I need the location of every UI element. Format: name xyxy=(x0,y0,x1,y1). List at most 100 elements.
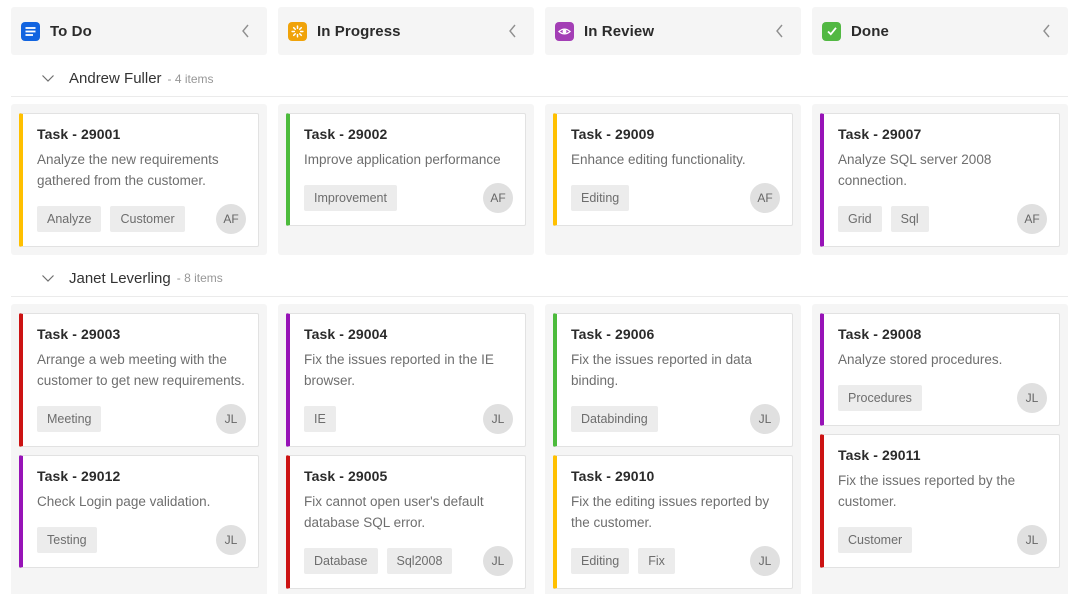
card-summary: Arrange a web meeting with the customer … xyxy=(37,351,245,388)
assignee-avatar: JL xyxy=(483,403,513,434)
lane-cell-done: Task - 29007 Analyze SQL server 2008 con… xyxy=(812,104,1068,255)
list-icon xyxy=(21,21,40,41)
assignee-avatar: JL xyxy=(1017,382,1047,413)
lane-cell-done: Task - 29008 Analyze stored procedures. … xyxy=(812,303,1068,594)
swimlane-count: - 4 items xyxy=(167,71,214,86)
card-summary: Fix the issues reported in data binding. xyxy=(571,351,752,388)
kanban-card[interactable]: Task - 29010 Fix the editing issues repo… xyxy=(553,454,793,589)
card-title: Task - 29008 xyxy=(838,325,922,342)
chevron-down-icon[interactable] xyxy=(41,74,55,83)
card-summary: Fix the issues reported in the IE browse… xyxy=(304,351,494,388)
lane-cell-review: Task - 29006 Fix the issues reported in … xyxy=(545,303,801,594)
swimlane-title: Andrew Fuller xyxy=(69,70,162,87)
card-tags: Databinding xyxy=(571,405,658,432)
assignee-avatar: AF xyxy=(750,182,780,213)
column-title: In Review xyxy=(584,22,655,40)
lane-cell-inprogress: Task - 29004 Fix the issues reported in … xyxy=(278,303,534,594)
chevron-down-icon[interactable] xyxy=(41,274,55,283)
swimlane-container: Andrew Fuller - 4 items Task - 29001 Ana… xyxy=(11,61,1068,594)
kanban-card[interactable]: Task - 29007 Analyze SQL server 2008 con… xyxy=(820,113,1060,247)
card-summary: Fix cannot open user's default database … xyxy=(304,493,484,530)
assignee-avatar: JL xyxy=(216,403,246,434)
kanban-card[interactable]: Task - 29008 Analyze stored procedures. … xyxy=(820,312,1060,426)
collapse-column-icon[interactable] xyxy=(771,21,787,41)
card-tags: Meeting xyxy=(37,405,102,432)
card-tag: Improvement xyxy=(304,184,397,211)
card-tag: Sql2008 xyxy=(386,547,453,574)
card-tag: Editing xyxy=(571,184,630,211)
card-tags: Testing xyxy=(37,526,97,553)
kanban-card[interactable]: Task - 29003 Arrange a web meeting with … xyxy=(19,312,259,447)
card-tag: Meeting xyxy=(37,405,102,432)
swimlane: Janet Leverling - 8 items Task - 29003 A… xyxy=(11,261,1068,594)
card-tags: Procedures xyxy=(838,384,922,411)
card-summary: Analyze the new requirements gathered fr… xyxy=(37,152,219,188)
assignee-avatar: JL xyxy=(483,545,513,576)
kanban-card[interactable]: Task - 29011 Fix the issues reported by … xyxy=(820,433,1060,568)
card-tag: Procedures xyxy=(838,384,922,411)
card-summary: Fix the issues reported by the customer. xyxy=(838,472,1016,509)
card-title: Task - 29012 xyxy=(37,467,121,484)
card-tags: Improvement xyxy=(304,184,397,211)
card-summary: Enhance editing functionality. xyxy=(571,152,746,167)
card-tag: Databinding xyxy=(571,405,658,432)
card-tags: Editing Fix xyxy=(571,547,675,574)
lane-cell-todo: Task - 29003 Arrange a web meeting with … xyxy=(11,303,267,594)
card-title: Task - 29005 xyxy=(304,467,388,484)
kanban-card[interactable]: Task - 29009 Enhance editing functionali… xyxy=(553,113,793,226)
kanban-card[interactable]: Task - 29012 Check Login page validation… xyxy=(19,454,259,568)
card-tags: Database Sql2008 xyxy=(304,547,453,574)
card-tag: Fix xyxy=(638,547,675,574)
card-title: Task - 29009 xyxy=(571,126,655,142)
card-tag: Sql xyxy=(890,205,929,232)
card-title: Task - 29010 xyxy=(571,467,655,484)
card-tag: Analyze xyxy=(37,205,102,232)
kanban-card[interactable]: Task - 29002 Improve application perform… xyxy=(286,113,526,226)
eye-icon xyxy=(555,21,574,41)
card-tags: Editing xyxy=(571,184,630,211)
card-tags: Grid Sql xyxy=(838,205,929,232)
card-tags: Customer xyxy=(838,526,913,553)
assignee-avatar: AF xyxy=(1017,203,1047,234)
collapse-column-icon[interactable] xyxy=(1038,21,1054,41)
column-header-review: In Review xyxy=(545,7,801,55)
card-title: Task - 29004 xyxy=(304,325,388,342)
column-header-todo: To Do xyxy=(11,7,267,55)
card-title: Task - 29003 xyxy=(37,325,121,342)
kanban-card[interactable]: Task - 29006 Fix the issues reported in … xyxy=(553,312,793,447)
card-summary: Fix the editing issues reported by the c… xyxy=(571,493,770,530)
card-summary: Improve application performance xyxy=(304,152,501,167)
card-summary: Analyze SQL server 2008 connection. xyxy=(838,152,992,188)
card-tag: Editing xyxy=(571,547,630,574)
kanban-card[interactable]: Task - 29001 Analyze the new requirement… xyxy=(19,113,259,247)
card-title: Task - 29006 xyxy=(571,325,655,342)
card-tags: IE xyxy=(304,405,336,432)
assignee-avatar: JL xyxy=(750,545,780,576)
swimlane-header[interactable]: Janet Leverling - 8 items xyxy=(11,261,1068,297)
lane-cell-inprogress: Task - 29002 Improve application perform… xyxy=(278,104,534,255)
lane-cell-todo: Task - 29001 Analyze the new requirement… xyxy=(11,104,267,255)
card-summary: Check Login page validation. xyxy=(37,493,211,509)
column-header-done: Done xyxy=(812,7,1068,55)
card-title: Task - 29011 xyxy=(838,446,921,463)
column-header-row: To Do In Progress In Review Done xyxy=(11,7,1068,55)
swimlane-count: - 8 items xyxy=(176,271,223,286)
card-tag: Testing xyxy=(37,526,97,553)
assignee-avatar: JL xyxy=(216,524,246,555)
kanban-card[interactable]: Task - 29004 Fix the issues reported in … xyxy=(286,312,526,447)
collapse-column-icon[interactable] xyxy=(504,21,520,41)
swimlane-header[interactable]: Andrew Fuller - 4 items xyxy=(11,61,1068,97)
swimlane: Andrew Fuller - 4 items Task - 29001 Ana… xyxy=(11,61,1068,255)
card-tag: Customer xyxy=(838,526,913,553)
card-tag: Grid xyxy=(838,205,882,232)
column-title: Done xyxy=(851,22,889,40)
card-tag: Customer xyxy=(110,205,185,232)
lane-cell-review: Task - 29009 Enhance editing functionali… xyxy=(545,104,801,255)
collapse-column-icon[interactable] xyxy=(237,21,253,41)
kanban-card[interactable]: Task - 29005 Fix cannot open user's defa… xyxy=(286,454,526,589)
swimlane-row: Task - 29001 Analyze the new requirement… xyxy=(11,97,1068,255)
card-summary: Analyze stored procedures. xyxy=(838,351,1003,367)
assignee-avatar: AF xyxy=(216,203,246,234)
assignee-avatar: JL xyxy=(1017,524,1047,555)
